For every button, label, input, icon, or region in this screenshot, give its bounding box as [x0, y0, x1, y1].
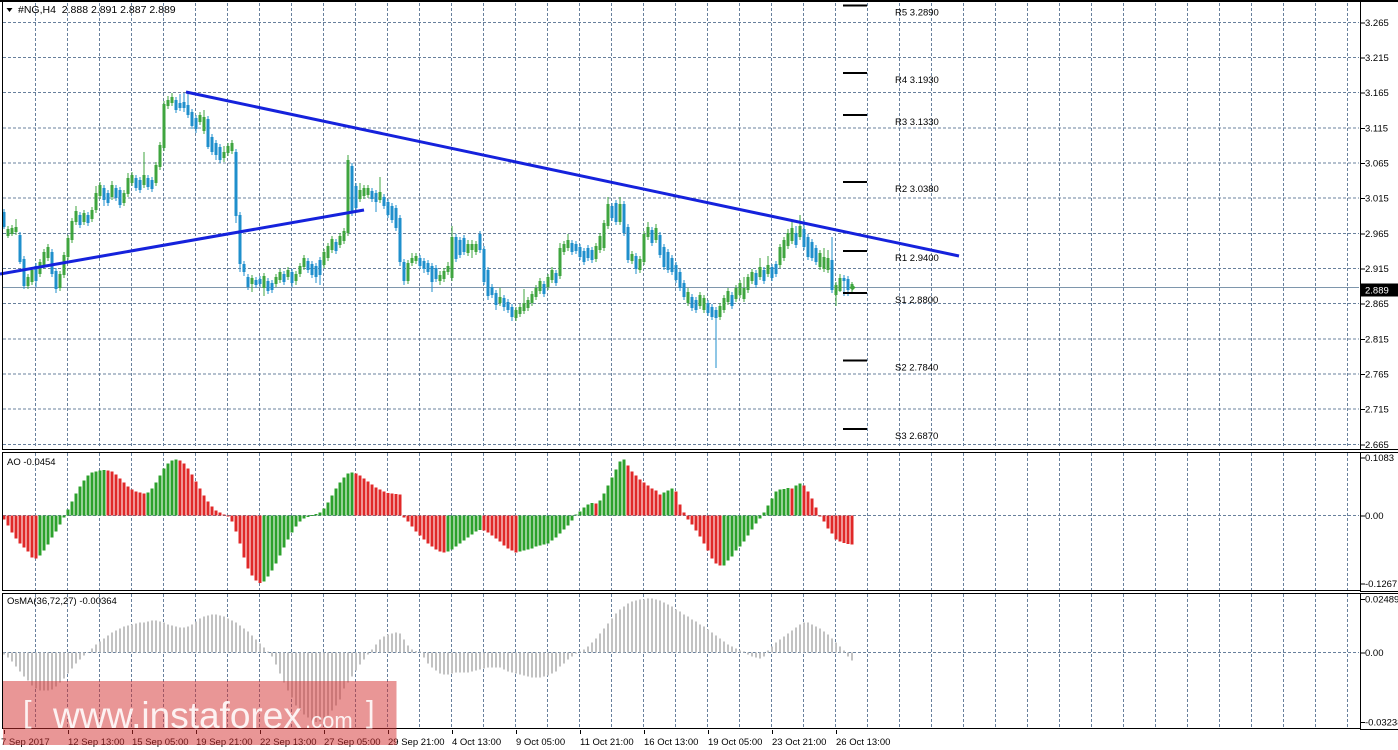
svg-text:9 Oct 05:00: 9 Oct 05:00: [516, 737, 565, 748]
svg-text:23 Oct 21:00: 23 Oct 21:00: [772, 737, 826, 748]
svg-text:3.265: 3.265: [1365, 18, 1389, 29]
svg-text:AO -0.0454: AO -0.0454: [7, 457, 56, 468]
svg-text:2.665: 2.665: [1365, 440, 1389, 451]
svg-text:R1 2.9400: R1 2.9400: [895, 253, 939, 264]
svg-text:0.1083: 0.1083: [1365, 453, 1394, 464]
svg-text:4 Oct 13:00: 4 Oct 13:00: [452, 737, 501, 748]
svg-text:R5 3.2890: R5 3.2890: [895, 8, 939, 19]
svg-text:3.215: 3.215: [1365, 53, 1389, 64]
svg-text:3.165: 3.165: [1365, 88, 1389, 99]
svg-text:OsMA(36,72,27) -0.00364: OsMA(36,72,27) -0.00364: [7, 596, 117, 607]
svg-text:S3 2.6870: S3 2.6870: [895, 431, 938, 442]
svg-text:S2 2.7840: S2 2.7840: [895, 363, 938, 374]
svg-text:29 Sep 21:00: 29 Sep 21:00: [388, 737, 445, 748]
svg-text:-0.03238: -0.03238: [1365, 717, 1398, 728]
svg-text:R4 3.1930: R4 3.1930: [895, 75, 939, 86]
svg-text:S1 2.8800: S1 2.8800: [895, 295, 938, 306]
svg-text:2.889: 2.889: [1365, 286, 1389, 297]
svg-text:2.865: 2.865: [1365, 299, 1389, 310]
svg-text:0.02489: 0.02489: [1365, 594, 1398, 605]
svg-text:2.965: 2.965: [1365, 229, 1389, 240]
svg-text:16 Oct 13:00: 16 Oct 13:00: [644, 737, 698, 748]
svg-text:R2 3.0380: R2 3.0380: [895, 184, 939, 195]
svg-text:19 Oct 05:00: 19 Oct 05:00: [708, 737, 762, 748]
svg-text:3.015: 3.015: [1365, 194, 1389, 205]
svg-text:0.00: 0.00: [1365, 648, 1384, 659]
svg-text:3.115: 3.115: [1365, 123, 1388, 134]
svg-text:11 Oct 21:00: 11 Oct 21:00: [580, 737, 634, 748]
svg-text:2.815: 2.815: [1365, 334, 1389, 345]
svg-text:2.915: 2.915: [1365, 264, 1389, 275]
svg-text:26 Oct 13:00: 26 Oct 13:00: [836, 737, 890, 748]
svg-text:-0.1267: -0.1267: [1365, 579, 1397, 590]
svg-text:R3 3.1330: R3 3.1330: [895, 117, 939, 128]
svg-text:.com: .com: [305, 708, 353, 733]
svg-text:#NG,H4 2.888 2.891 2.887 2.88: #NG,H4 2.888 2.891 2.887 2.889: [18, 4, 176, 16]
svg-text:www.instaforex: www.instaforex: [52, 695, 302, 736]
svg-text:2.765: 2.765: [1365, 370, 1389, 381]
svg-text:]: ]: [366, 694, 375, 729]
svg-text:3.065: 3.065: [1365, 159, 1389, 170]
svg-text:0.00: 0.00: [1365, 511, 1384, 522]
svg-text:2.715: 2.715: [1365, 405, 1389, 416]
svg-text:[: [: [23, 694, 32, 729]
